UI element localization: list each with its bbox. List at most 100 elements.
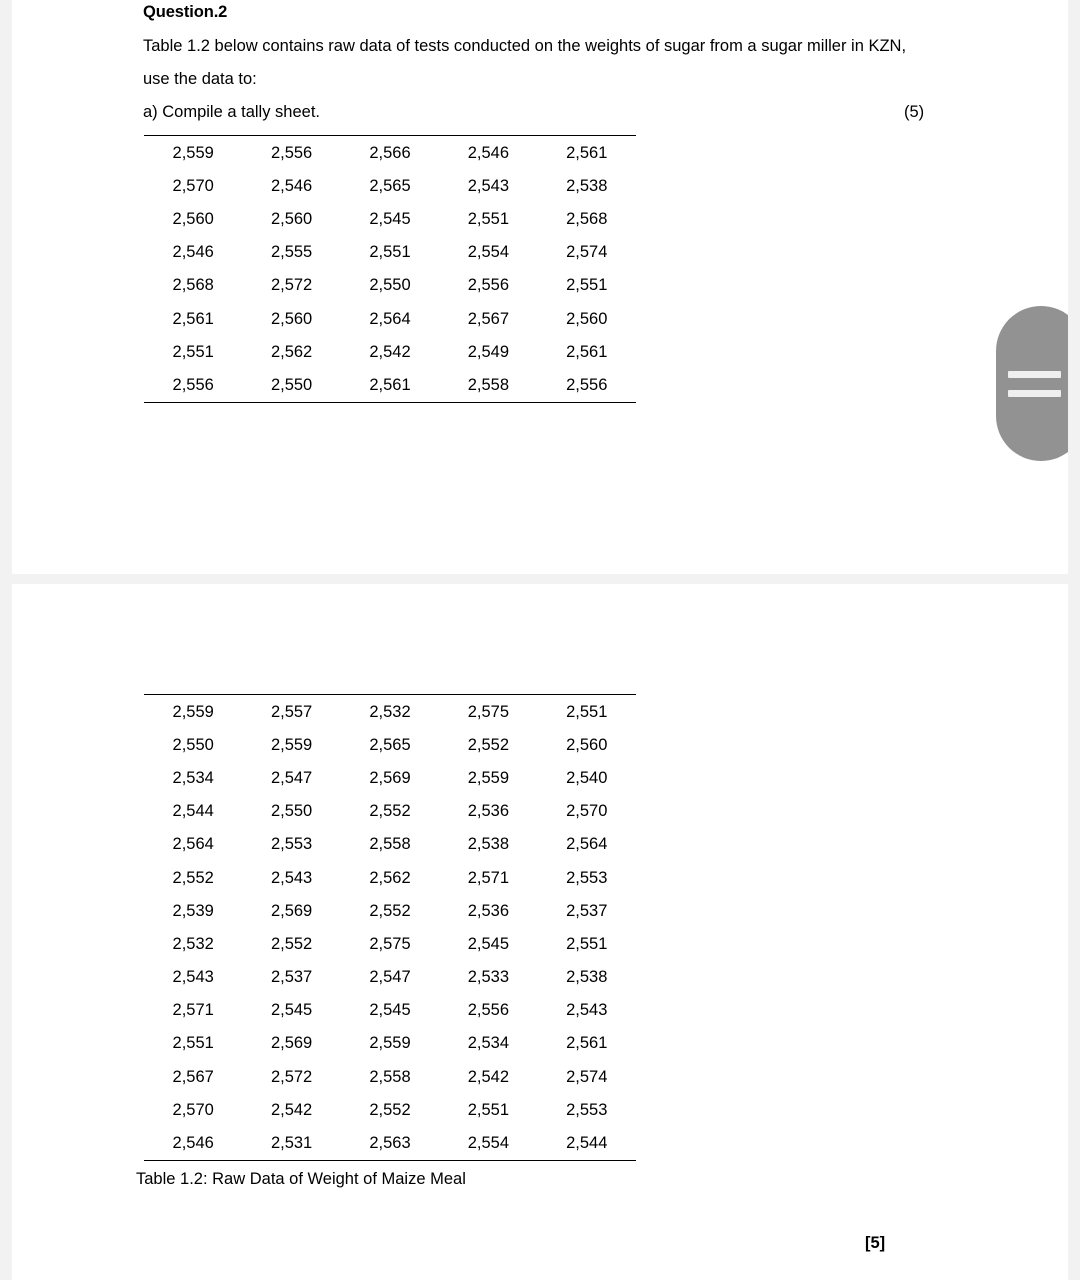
table-cell: 2,551 [566,934,608,953]
table-cell: 2,550 [369,276,411,295]
table-cell: 2,557 [270,702,313,721]
document-page-1: Question.2 Table 1.2 below contains raw … [12,0,1068,574]
table-cell: 2,551 [172,342,214,361]
table-cell: 2,534 [172,768,214,787]
task-a-label: a) Compile a tally sheet. [143,103,320,121]
table-cell: 2,572 [270,1067,313,1086]
table-cell: 2,558 [467,375,510,394]
table-cell: 2,568 [566,209,608,228]
table-row: 2,544 2,550 2,552 2,536 2,570 [144,795,636,828]
table-cell: 2,552 [369,1100,411,1119]
table-cell: 2,561 [172,309,214,328]
raw-data-table-part-1: 2,559 2,556 2,566 2,546 2,561 2,570 2,546 2,565… [144,135,636,403]
table-row: 2,567 2,572 2,558 2,542 2,574 [144,1060,636,1093]
table-cell: 2,572 [270,276,313,295]
table-cell: 2,551 [369,243,411,262]
table-cell: 2,532 [172,934,214,953]
table-cell: 2,564 [566,835,608,854]
table-cell: 2,561 [369,375,411,394]
table-cell: 2,545 [369,1001,411,1020]
table-row: 2,556 2,550 2,561 2,558 2,556 [144,368,636,402]
table-cell: 2,552 [270,934,313,953]
table-cell: 2,559 [172,702,214,721]
table-cell: 2,547 [270,768,313,787]
table-row: 2,551 2,562 2,542 2,549 2,561 [144,335,636,368]
table-cell: 2,536 [467,901,510,920]
table-cell: 2,556 [467,276,510,295]
table-cell: 2,554 [467,1134,510,1153]
table-cell: 2,564 [369,309,411,328]
table-cell: 2,543 [172,968,214,987]
table-cell: 2,556 [270,143,313,162]
table-cell: 2,561 [566,143,608,162]
table-cell: 2,545 [270,1001,313,1020]
table-cell: 2,546 [467,143,510,162]
table-row: 2,532 2,552 2,575 2,545 2,551 [144,927,636,960]
table-row: 2,546 2,555 2,551 2,554 2,574 [144,236,636,269]
table-cell: 2,551 [467,209,510,228]
table-cell: 2,569 [270,901,313,920]
table-cell: 2,562 [369,868,411,887]
table-cell: 2,559 [369,1034,411,1053]
table-cell: 2,566 [369,143,411,162]
table-row: 2,571 2,545 2,545 2,556 2,543 [144,994,636,1027]
page-title: Question.2 [143,3,228,21]
table-cell: 2,545 [369,209,411,228]
table-cell: 2,561 [566,342,608,361]
table-cell: 2,546 [172,1134,214,1153]
table-caption: Table 1.2: Raw Data of Weight of Maize M… [136,1169,466,1188]
table-cell: 2,565 [369,735,411,754]
table-cell: 2,565 [369,176,411,195]
viewer-left-margin [0,0,12,1280]
table-cell: 2,556 [467,1001,510,1020]
table-cell: 2,556 [566,375,608,394]
table-cell: 2,570 [566,802,608,821]
table-cell: 2,550 [270,375,313,394]
table-cell: 2,544 [566,1134,608,1153]
viewer-right-margin [1068,0,1080,1280]
table-cell: 2,538 [566,968,608,987]
table-cell: 2,574 [566,1067,608,1086]
table-cell: 2,558 [369,1067,411,1086]
table-cell: 2,561 [566,1034,608,1053]
table-cell: 2,534 [467,1034,510,1053]
table-cell: 2,563 [369,1134,411,1153]
table-cell: 2,574 [566,243,608,262]
table-cell: 2,543 [566,1001,608,1020]
table-row: 2,552 2,543 2,562 2,571 2,553 [144,861,636,894]
page-1-content: Question.2 Table 1.2 below contains raw … [132,0,1028,403]
table-cell: 2,543 [467,176,510,195]
table-cell: 2,571 [172,1001,214,1020]
table-cell: 2,564 [172,835,214,854]
table-cell: 2,549 [467,342,510,361]
table-cell: 2,553 [566,868,608,887]
table-cell: 2,559 [270,735,313,754]
table-cell: 2,542 [467,1067,510,1086]
table-cell: 2,546 [270,176,313,195]
table-cell: 2,570 [172,176,214,195]
question-intro-paragraph: Table 1.2 below contains raw data of tes… [143,37,907,88]
table-cell: 2,571 [467,868,510,887]
table-cell: 2,560 [270,309,313,328]
table-row: 2,570 2,546 2,565 2,543 2,538 [144,169,636,202]
table-cell: 2,558 [369,835,411,854]
table-cell: 2,539 [172,901,214,920]
table-cell: 2,553 [270,835,313,854]
table-cell: 2,568 [172,276,214,295]
table-cell: 2,555 [270,243,313,262]
table-cell: 2,560 [270,209,313,228]
drag-handle-equals-icon[interactable] [996,306,1080,461]
table-cell: 2,538 [467,835,510,854]
table-cell: 2,559 [172,143,214,162]
table-cell: 2,533 [467,968,510,987]
table-cell: 2,569 [270,1034,313,1053]
table-cell: 2,543 [270,868,313,887]
table-1-body: 2,559 2,556 2,566 2,546 2,561 2,570 2,546 2,565… [144,136,636,403]
table-row: 2,570 2,542 2,552 2,551 2,553 [144,1093,636,1126]
table-cell: 2,552 [467,735,510,754]
document-page-2: 2,559 2,557 2,532 2,575 2,551 2,550 2,559 2,565… [12,584,1068,1280]
table-cell: 2,569 [369,768,411,787]
table-cell: 2,551 [467,1100,510,1119]
table-cell: 2,551 [566,276,608,295]
